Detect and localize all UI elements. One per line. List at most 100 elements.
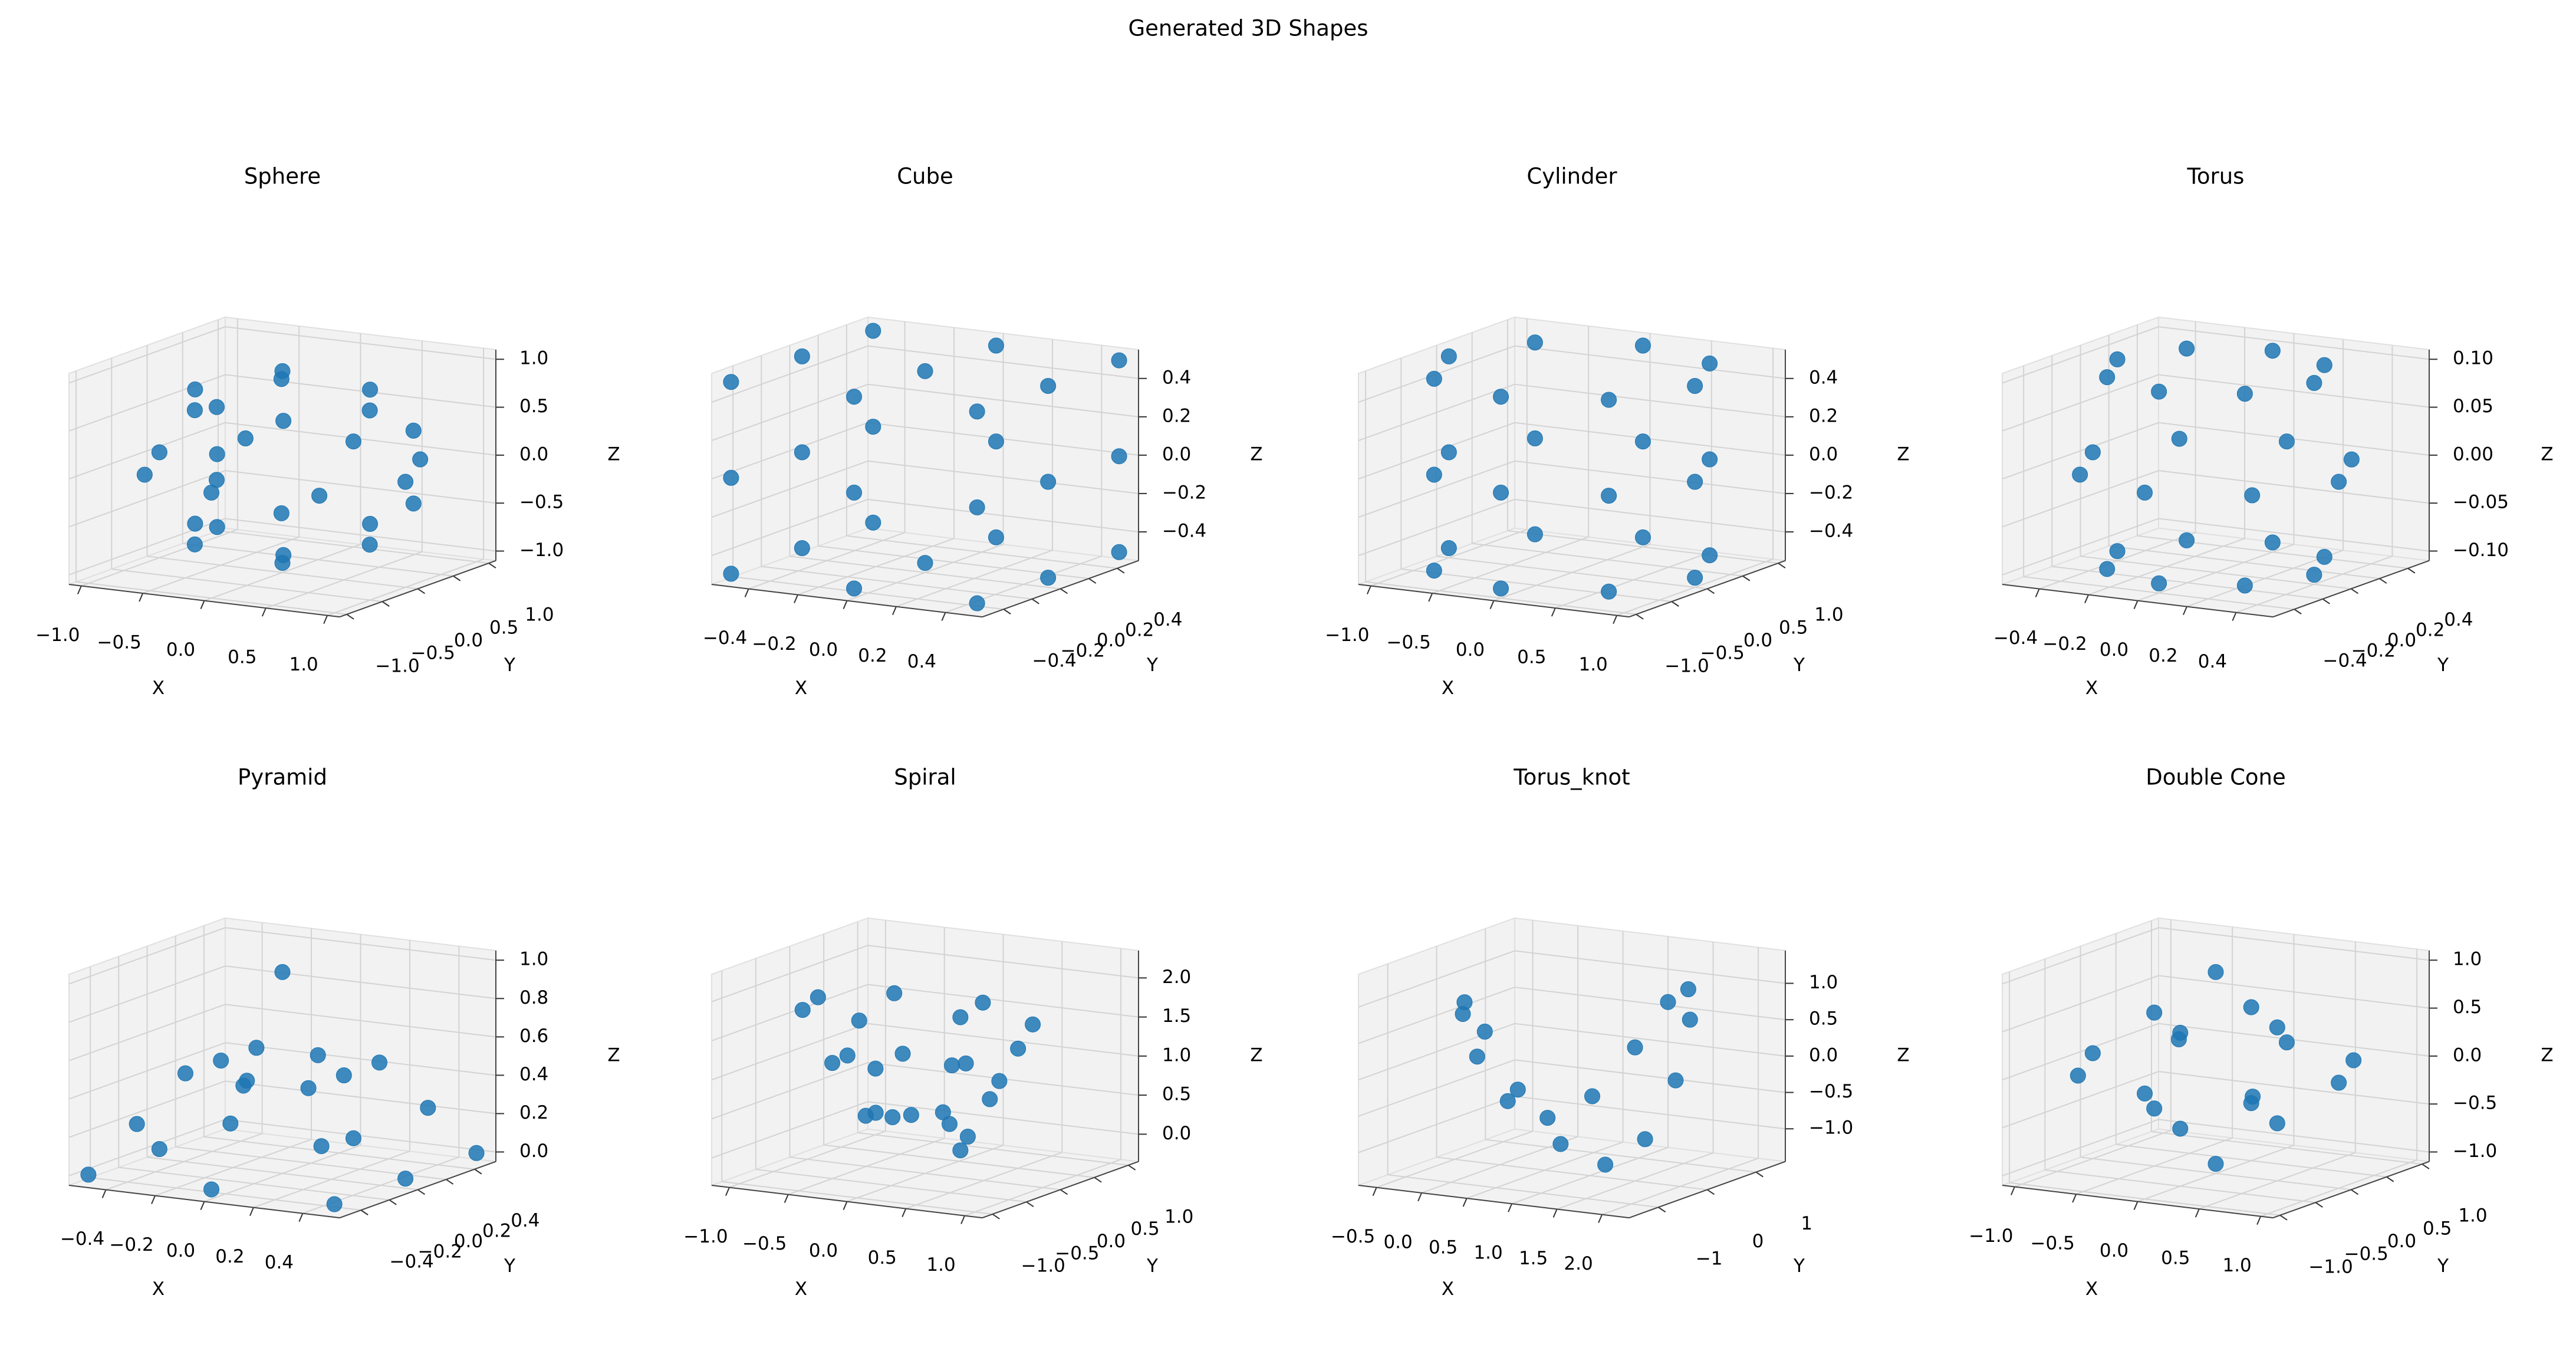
grid-line [2002, 326, 2159, 384]
point [311, 488, 328, 504]
x-tick-label: 0.2 [858, 645, 887, 666]
point [345, 433, 361, 450]
grid-line [225, 374, 496, 408]
point [2179, 532, 2195, 548]
point [1637, 1131, 1653, 1148]
z-axis-label: Z [2541, 443, 2553, 465]
grid-line [2002, 1023, 2159, 1081]
point [397, 1171, 414, 1187]
z-tick-label: 0.4 [519, 1064, 548, 1085]
x-tick-label: 1.0 [1473, 1242, 1502, 1264]
z-tick-label: 0.5 [1809, 1008, 1838, 1030]
point [1601, 392, 1617, 408]
z-tick-label: 0.8 [519, 987, 548, 1008]
y-tick-label: 0 [1752, 1231, 1764, 1252]
point [203, 1181, 220, 1198]
point [1627, 1039, 1643, 1056]
tick-mark [1508, 1203, 1513, 1212]
z-axis-label: Z [1897, 443, 1909, 465]
subplot-title: Pyramid [238, 765, 327, 790]
tick-mark [2183, 606, 2187, 615]
x-tick-label: 1.0 [2222, 1255, 2251, 1276]
point [846, 484, 863, 501]
subplot: −1.0 −0.5 0.0 0.5 1.0 −1.0−0.50.00.51.0−1.0−0… [35, 164, 620, 699]
point [1010, 1040, 1027, 1057]
point [1040, 474, 1057, 490]
y-axis-line [2272, 1161, 2430, 1219]
grid-line [1358, 383, 1515, 442]
tick-mark [1778, 563, 1786, 568]
point [1539, 1110, 1556, 1126]
y-tick-label: 0.4 [511, 1210, 539, 1231]
z-axis-label: Z [1897, 1044, 1909, 1066]
x-tick-label: 0.4 [2198, 651, 2227, 672]
point [371, 1054, 388, 1071]
grid-line [2002, 470, 2159, 528]
point [1526, 526, 1543, 543]
grid-line [2002, 1119, 2159, 1176]
grid-line [711, 422, 868, 480]
point [187, 515, 203, 532]
grid-line [1358, 498, 1515, 557]
subplot: −1.0 −0.5 0.0 0.5 1.0 −1.0−0.50.00.51.0−1.0−0… [1969, 765, 2553, 1300]
tick-mark [1031, 598, 1039, 604]
point [2172, 1120, 2189, 1137]
point [362, 382, 379, 398]
point [867, 1060, 884, 1077]
y-axis-line [339, 1161, 496, 1219]
figure-title: Generated 3D Shapes [1129, 16, 1368, 41]
grid-line [2002, 422, 2159, 480]
tick-mark [2379, 578, 2387, 584]
x-axis-label: X [2085, 678, 2098, 699]
x-tick-label: −1.0 [683, 1226, 728, 1247]
grid-line [711, 498, 868, 557]
point [865, 419, 881, 435]
point [794, 540, 810, 557]
z-axis-label: Z [607, 1044, 620, 1066]
x-tick-label: 0.0 [1383, 1231, 1412, 1253]
y-tick-label: 0.0 [1743, 630, 1772, 651]
point [209, 399, 225, 415]
grid-line [2002, 374, 2159, 432]
grid-line [1358, 950, 1515, 1008]
point [1682, 1011, 1698, 1028]
point [1687, 474, 1703, 490]
grid-line [867, 498, 1139, 532]
point [2264, 534, 2281, 551]
point [310, 1047, 326, 1063]
point [213, 1052, 229, 1069]
x-tick-label: 1.5 [1519, 1248, 1548, 1269]
z-tick-label: 0.5 [2453, 997, 2482, 1018]
z-axis-label: Z [1250, 443, 1262, 465]
point [187, 381, 203, 397]
x-tick-label: −0.5 [1331, 1226, 1375, 1247]
grid-line [225, 1042, 496, 1076]
point [1702, 355, 1718, 372]
x-axis-label: X [152, 1278, 165, 1300]
grid-line [1401, 568, 1672, 603]
tick-mark [2322, 598, 2330, 604]
point [935, 1104, 951, 1120]
y-axis-line [339, 560, 496, 618]
y-tick-label: 0.0 [454, 630, 483, 651]
grid-line [68, 927, 226, 985]
point [1469, 1048, 1485, 1065]
y-tick-label: 0.5 [2423, 1218, 2452, 1239]
subplot-title: Spiral [894, 765, 956, 790]
grid-line [182, 543, 453, 577]
grid-line [857, 1132, 1129, 1166]
point [988, 337, 1004, 354]
grid-line [2116, 1143, 2387, 1178]
tick-mark [1428, 593, 1433, 602]
x-tick-label: −0.4 [60, 1228, 104, 1250]
point [405, 495, 422, 512]
grid-line [225, 1080, 496, 1115]
tick-mark [1128, 1165, 1136, 1171]
grid-line [733, 576, 1004, 610]
z-tick-label: 0.4 [1162, 367, 1191, 388]
z-tick-label: 0.5 [519, 396, 548, 417]
y-axis-label: Y [504, 1255, 515, 1277]
tick-mark [446, 1179, 454, 1185]
point [405, 422, 422, 439]
